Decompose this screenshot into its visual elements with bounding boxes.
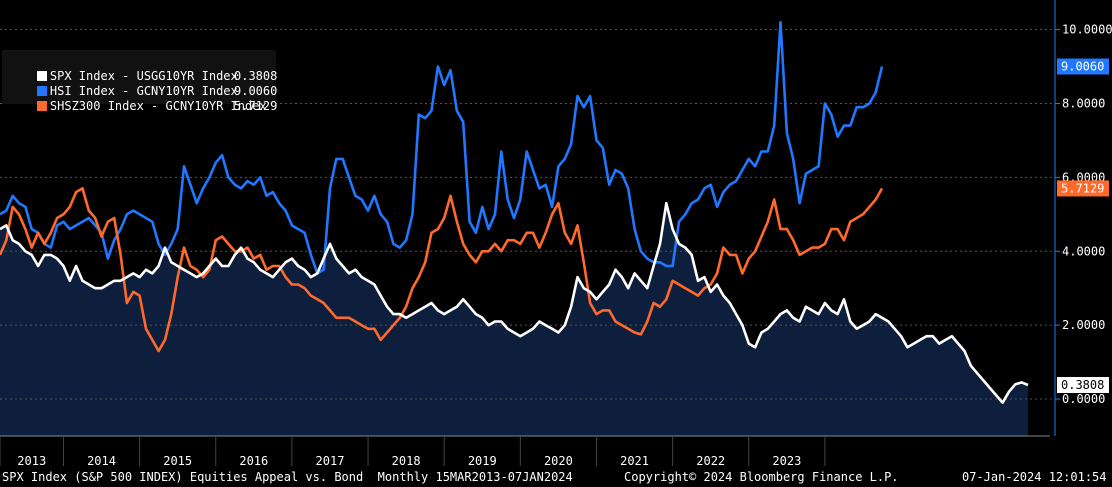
y-tick-label-3: 4.0000 xyxy=(1062,244,1105,258)
x-tick-label-2017: 2017 xyxy=(316,454,345,468)
series-lines xyxy=(0,20,1029,405)
timestamp: 07-Jan-2024 12:01:54 xyxy=(962,470,1107,484)
x-tick-label-2013: 2013 xyxy=(17,454,46,468)
x-tick-label-2021: 2021 xyxy=(620,454,649,468)
badge-spx-label: 0.3808 xyxy=(1061,378,1104,392)
x-tick-label-2022: 2022 xyxy=(696,454,725,468)
y-tick-label-0: 10.0000 xyxy=(1062,23,1112,37)
legend-swatch-spx xyxy=(36,71,47,81)
legend-swatch-hsi xyxy=(36,86,47,96)
x-tick-label-2014: 2014 xyxy=(87,454,116,468)
y-tick-label-1: 8.0000 xyxy=(1062,96,1105,110)
badge-spx: 0.3808 xyxy=(1057,377,1109,394)
x-tick-label-2019: 2019 xyxy=(468,454,497,468)
x-axis: 2013 2014 2015 2016 2017 2018 2019 2020 2021 2022… xyxy=(0,435,1050,468)
legend-label-spx: SPX Index - USGG10YR Index xyxy=(49,69,238,83)
y-tick-label-4: 2.0000 xyxy=(1062,318,1105,332)
copyright: Copyright© 2024 Bloomberg Finance L.P. xyxy=(624,470,899,484)
hsi-line xyxy=(0,20,884,275)
legend-value-spx: 0.3808 xyxy=(234,69,278,83)
badge-hsi-label: 9.0060 xyxy=(1061,60,1104,74)
spx-line xyxy=(0,201,1029,405)
badge-hsi-bg xyxy=(1057,58,1109,75)
x-tick-label-2018: 2018 xyxy=(392,454,421,468)
badge-shsz300-bg xyxy=(1057,180,1109,197)
badge-hsi: 9.0060 xyxy=(1057,58,1109,75)
x-tick-label-2020: 2020 xyxy=(544,454,573,468)
spx-area-fill xyxy=(0,203,1028,436)
legend-label-hsi: HSI Index - GCNY10YR Index xyxy=(49,84,238,98)
chart-title: SPX Index (S&P 500 INDEX) Equities Appea… xyxy=(2,470,573,484)
last-value-badges: 0.3808 9.0060 5.7129 xyxy=(1057,58,1109,394)
spx-area xyxy=(0,203,1028,436)
x-tick-label-2023: 2023 xyxy=(772,454,801,468)
legend-label-shsz300: SHSZ300 Index - GCNY10YR Index xyxy=(49,99,267,113)
x-tick-label-2015: 2015 xyxy=(163,454,192,468)
badge-spx-bg xyxy=(1057,377,1109,394)
legend: SPX Index - USGG10YR Index 0.3808 HSI Ind… xyxy=(2,50,277,113)
badge-shsz300-label: 5.7129 xyxy=(1061,181,1104,195)
legend-item-spx: SPX Index - USGG10YR Index 0.3808 xyxy=(8,54,277,83)
legend-item-hsi: HSI Index - GCNY10YR Index 9.0060 xyxy=(8,69,277,98)
legend-swatch-shsz300 xyxy=(36,101,47,111)
badge-shsz300: 5.7129 xyxy=(1057,180,1109,197)
legend-item-shsz300: SHSZ300 Index - GCNY10YR Index 5.7129 xyxy=(8,84,277,113)
legend-value-hsi: 9.0060 xyxy=(234,84,278,98)
legend-value-shsz300: 5.7129 xyxy=(234,99,278,113)
shsz300-line xyxy=(0,187,884,353)
x-tick-label-2016: 2016 xyxy=(239,454,268,468)
y-tick-label-5: 0.0000 xyxy=(1062,392,1105,406)
